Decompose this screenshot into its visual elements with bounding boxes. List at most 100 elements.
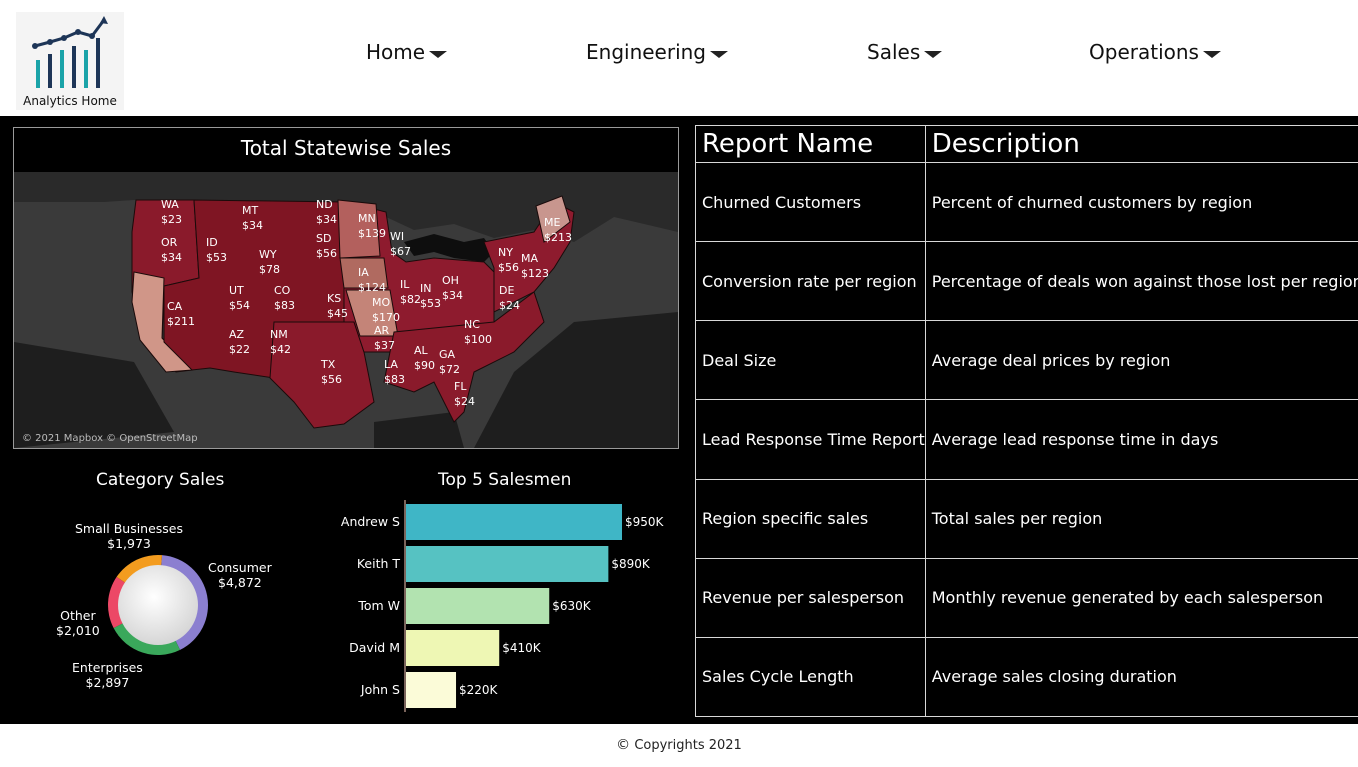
category-label-small-businesses: Small Businesses $1,973 [75, 521, 183, 551]
state-label-la: LA [384, 358, 398, 371]
report-name[interactable]: Sales Cycle Length [696, 637, 926, 716]
bar-david-m[interactable] [406, 630, 499, 666]
state-label-tx: TX [320, 358, 336, 371]
state-value-co: $83 [274, 299, 295, 312]
state-label-wa: WA [161, 198, 179, 211]
nav-sales[interactable]: Sales [867, 40, 942, 64]
state-value-ia: $124 [358, 281, 386, 294]
bar-john-s[interactable] [406, 672, 456, 708]
state-label-sd: SD [316, 232, 331, 245]
table-row[interactable]: Churned Customers Percent of churned cus… [696, 163, 1358, 242]
table-row[interactable]: Lead Response Time Report Average lead r… [696, 400, 1358, 479]
category-name: Other [56, 608, 100, 623]
category-name: Enterprises [72, 660, 143, 675]
nav-operations[interactable]: Operations [1089, 40, 1221, 64]
state-label-nd: ND [316, 198, 333, 211]
report-table: Report Name Description Churned Customer… [695, 125, 1358, 717]
state-label-oh: OH [442, 274, 459, 287]
top-salesmen-title: Top 5 Salesmen [438, 470, 571, 490]
category-name: Consumer [208, 560, 272, 575]
state-label-nm: NM [270, 328, 288, 341]
header: Analytics Home Home Engineering Sales Op… [0, 0, 1358, 116]
report-description: Percent of churned customers by region [925, 163, 1358, 242]
state-value-wa: $23 [161, 213, 182, 226]
state-value-az: $22 [229, 343, 250, 356]
report-name[interactable]: Deal Size [696, 321, 926, 400]
report-description: Average sales closing duration [925, 637, 1358, 716]
nav-home-label: Home [366, 40, 425, 64]
copyright-icon: © [616, 737, 630, 753]
bar-category-label: Keith T [357, 556, 401, 571]
logo[interactable]: Analytics Home [16, 12, 124, 110]
state-label-de: DE [499, 284, 514, 297]
state-label-ca: CA [167, 300, 183, 313]
state-value-ks: $45 [327, 307, 348, 320]
bar-category-label: Tom W [357, 598, 400, 613]
bar-andrew-s[interactable] [406, 504, 622, 540]
state-label-ks: KS [327, 292, 341, 305]
bar-keith-t[interactable] [406, 546, 608, 582]
state-label-or: OR [161, 236, 178, 249]
report-description: Average deal prices by region [925, 321, 1358, 400]
state-value-wi: $67 [390, 245, 411, 258]
table-row[interactable]: Region specific sales Total sales per re… [696, 479, 1358, 558]
nav-engineering[interactable]: Engineering [586, 40, 728, 64]
caret-down-icon [710, 51, 728, 58]
map-title: Total Statewise Sales [14, 136, 678, 160]
state-value-mn: $139 [358, 227, 386, 240]
nav-home[interactable]: Home [366, 40, 447, 64]
state-value-in: $53 [420, 297, 441, 310]
state-value-al: $90 [414, 359, 435, 372]
report-description: Total sales per region [925, 479, 1358, 558]
footer: © Copyrights 2021 [0, 724, 1358, 764]
bar-tom-w[interactable] [406, 588, 549, 624]
state-value-nm: $42 [270, 343, 291, 356]
state-label-co: CO [274, 284, 291, 297]
category-label-other: Other $2,010 [56, 608, 100, 638]
state-value-sd: $56 [316, 247, 337, 260]
category-value: $2,010 [56, 623, 100, 638]
state-label-ia: IA [358, 266, 369, 279]
logo-text: Analytics Home [16, 94, 124, 108]
bar-value-label: $950K [625, 515, 665, 529]
category-value: $4,872 [208, 575, 272, 590]
report-name[interactable]: Lead Response Time Report [696, 400, 926, 479]
state-label-il: IL [400, 278, 410, 291]
state-value-id: $53 [206, 251, 227, 264]
category-label-enterprises: Enterprises $2,897 [72, 660, 143, 690]
nav-sales-label: Sales [867, 40, 920, 64]
state-value-tx: $56 [321, 373, 342, 386]
us-map[interactable]: WA$23OR$34CA$211ID$53MT$34WY$78UT$54CO$8… [14, 172, 678, 448]
bar-value-label: $410K [502, 641, 542, 655]
state-value-oh: $34 [442, 289, 463, 302]
state-label-ma: MA [521, 252, 538, 265]
report-description: Percentage of deals won against those lo… [925, 242, 1358, 321]
table-row[interactable]: Conversion rate per region Percentage of… [696, 242, 1358, 321]
state-value-ca: $211 [167, 315, 195, 328]
table-row[interactable]: Sales Cycle Length Average sales closing… [696, 637, 1358, 716]
state-value-mt: $34 [242, 219, 263, 232]
header-description: Description [925, 126, 1358, 163]
table-row[interactable]: Deal Size Average deal prices by region [696, 321, 1358, 400]
state-label-ny: NY [498, 246, 513, 259]
report-name[interactable]: Revenue per salesperson [696, 558, 926, 637]
state-label-fl: FL [454, 380, 467, 393]
state-value-ma: $123 [521, 267, 549, 280]
state-value-la: $83 [384, 373, 405, 386]
map-copyright: © 2021 Mapbox © OpenStreetMap [22, 433, 198, 444]
state-value-ny: $56 [498, 261, 519, 274]
report-name[interactable]: Region specific sales [696, 479, 926, 558]
state-label-mo: MO [372, 296, 390, 309]
report-name[interactable]: Conversion rate per region [696, 242, 926, 321]
bar-category-label: Andrew S [341, 514, 400, 529]
report-name[interactable]: Churned Customers [696, 163, 926, 242]
nav-operations-label: Operations [1089, 40, 1199, 64]
table-row[interactable]: Revenue per salesperson Monthly revenue … [696, 558, 1358, 637]
state-label-az: AZ [229, 328, 245, 341]
state-label-wi: WI [390, 230, 404, 243]
caret-down-icon [1203, 51, 1221, 58]
category-donut-chart[interactable] [100, 547, 216, 663]
state-value-nc: $100 [464, 333, 492, 346]
